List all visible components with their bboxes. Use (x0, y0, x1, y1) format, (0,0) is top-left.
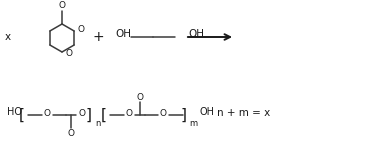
Text: HO: HO (7, 107, 22, 117)
Text: n: n (95, 118, 101, 128)
Text: O: O (77, 26, 85, 34)
Text: x: x (5, 32, 11, 42)
Text: O: O (59, 2, 65, 10)
Text: O: O (43, 109, 51, 118)
Text: OH: OH (115, 29, 131, 39)
Text: OH: OH (188, 29, 204, 39)
Text: [: [ (101, 107, 107, 122)
Text: ]: ] (181, 107, 187, 122)
Text: O: O (125, 109, 133, 118)
Text: O: O (79, 109, 85, 118)
Text: O: O (65, 49, 73, 57)
Text: m: m (189, 118, 197, 128)
Text: O: O (136, 93, 144, 101)
Text: [: [ (19, 107, 25, 122)
Text: O: O (160, 109, 166, 118)
Text: O: O (68, 128, 74, 138)
Text: OH: OH (200, 107, 215, 117)
Text: +: + (92, 30, 104, 44)
Text: ]: ] (86, 107, 92, 122)
Text: n + m = x: n + m = x (217, 108, 271, 118)
